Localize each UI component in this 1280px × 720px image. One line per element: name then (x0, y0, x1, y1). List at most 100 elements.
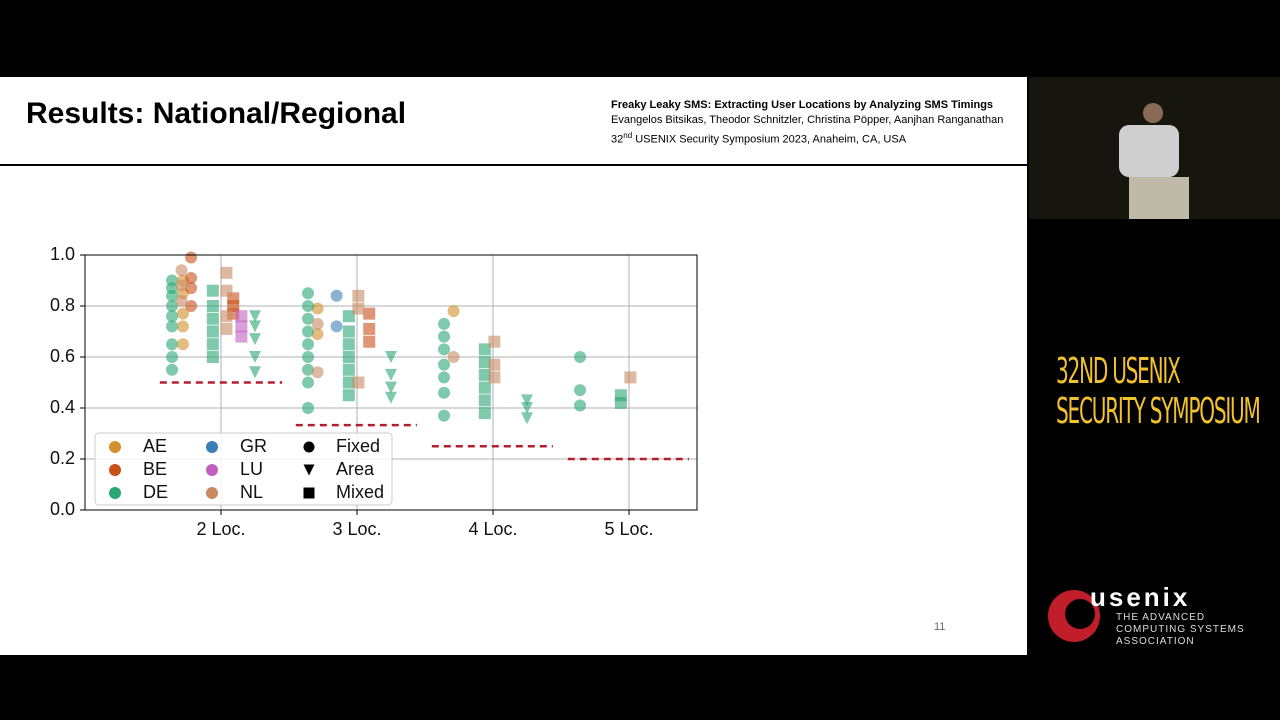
point (342, 376, 355, 389)
legend-marker (303, 464, 315, 476)
point (249, 366, 261, 379)
legend-label: Area (336, 459, 375, 479)
podium (1129, 177, 1189, 219)
x-tick-label: 3 Loc. (332, 519, 381, 539)
point (438, 317, 451, 330)
point (342, 389, 355, 402)
point (175, 279, 188, 292)
point (478, 368, 491, 381)
point (175, 264, 188, 277)
point (478, 356, 491, 369)
venue-number: 32 (611, 133, 624, 146)
point (220, 310, 233, 323)
banner-line: 32ND USENIX (1056, 351, 1181, 392)
point (166, 300, 179, 312)
point (249, 310, 261, 323)
y-tick-label: 0.4 (50, 397, 75, 417)
point (342, 338, 355, 351)
plot-frame (84, 254, 698, 511)
point (206, 312, 219, 325)
y-tick-label: 0.2 (50, 448, 75, 468)
point (206, 325, 219, 338)
point (220, 322, 233, 335)
legend-label: DE (143, 482, 168, 502)
point (521, 402, 533, 414)
point (521, 412, 533, 425)
point (235, 310, 248, 323)
point (176, 320, 189, 333)
point (185, 251, 198, 264)
point (206, 284, 219, 297)
legend-label: AE (143, 436, 167, 456)
point (438, 343, 451, 356)
point (302, 376, 315, 389)
point (302, 287, 315, 300)
point (176, 338, 189, 351)
legend-label: Mixed (336, 482, 384, 502)
point (235, 320, 248, 333)
point (478, 381, 491, 394)
point (624, 371, 637, 384)
point (574, 384, 587, 397)
point (235, 330, 248, 343)
point (302, 363, 315, 376)
legend-marker (109, 464, 121, 476)
y-tick-label: 0.8 (50, 295, 75, 315)
page-number: 11 (934, 621, 946, 633)
point (478, 407, 491, 420)
point (385, 351, 397, 363)
legend-label: Fixed (336, 436, 380, 456)
point (478, 343, 491, 356)
point (385, 368, 397, 381)
point (342, 310, 355, 323)
point (206, 300, 219, 312)
point (438, 371, 451, 384)
video-frame (1029, 77, 1280, 219)
point (249, 351, 261, 363)
point (385, 391, 397, 404)
citation: Freaky Leaky SMS: Extracting User Locati… (611, 98, 1003, 148)
point (438, 409, 451, 422)
point (438, 386, 451, 399)
y-tick-label: 1.0 (50, 244, 75, 264)
venue: 32nd USENIX Security Symposium 2023, Ana… (611, 128, 1003, 148)
point (176, 307, 189, 320)
paper-title: Freaky Leaky SMS: Extracting User Locati… (611, 99, 994, 111)
speaker-video (1029, 77, 1280, 219)
point (438, 330, 451, 343)
point (311, 302, 324, 315)
point (478, 394, 491, 407)
point (352, 376, 365, 389)
point (363, 322, 376, 335)
point (311, 328, 324, 341)
logo-tagline: THE ADVANCED (1116, 612, 1206, 623)
point (220, 284, 233, 297)
x-tick-label: 4 Loc. (468, 519, 517, 539)
symposium-banner: 32ND USENIX SECURITY SYMPOSIUM (1056, 351, 1261, 432)
point (166, 338, 179, 351)
point (185, 271, 198, 284)
point (185, 300, 198, 312)
point (185, 282, 198, 295)
point (206, 351, 219, 363)
point (166, 289, 179, 302)
legend-box (94, 432, 393, 506)
usenix-logo: usenix THE ADVANCED COMPUTING SYSTEMS AS… (1046, 582, 1244, 653)
legend-marker (206, 487, 218, 499)
legend-marker (303, 441, 315, 453)
authors: Evangelos Bitsikas, Theodor Schnitzler, … (611, 114, 1004, 126)
venue-suffix: nd (623, 131, 633, 140)
legend-label: LU (240, 459, 263, 479)
point (574, 399, 587, 412)
legend-label: BE (143, 459, 167, 479)
y-tick-label: 0.6 (50, 346, 75, 366)
point (488, 371, 501, 384)
point (342, 363, 355, 376)
point (166, 310, 179, 323)
point (249, 333, 261, 346)
legend-label: NL (240, 482, 263, 502)
point (488, 358, 501, 371)
point (311, 317, 324, 330)
point (385, 381, 397, 394)
